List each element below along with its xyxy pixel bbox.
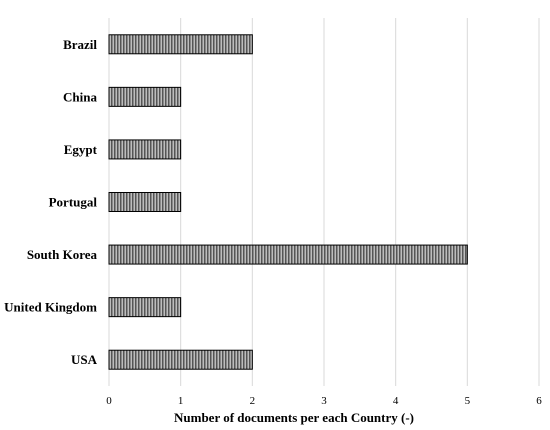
category-labels: Brazil China Egypt Portugal South Korea Unite… [4, 37, 97, 367]
category-label: Portugal [49, 195, 98, 210]
category-label: Egypt [64, 142, 98, 157]
bar-south-korea [108, 244, 468, 265]
bar-united-kingdom [108, 297, 182, 318]
x-tick-label: 3 [321, 395, 327, 407]
bar-china [108, 86, 182, 107]
bar-usa [108, 349, 253, 370]
bar-portugal [108, 192, 182, 212]
x-axis-title: Number of documents per each Country (-) [174, 410, 414, 425]
bars-group [108, 34, 468, 370]
x-tick-labels: 0 1 2 3 4 5 6 [106, 395, 542, 407]
bar-egypt [108, 139, 182, 160]
category-label: United Kingdom [4, 300, 97, 315]
category-label: Brazil [63, 37, 97, 52]
category-label: South Korea [27, 247, 98, 262]
x-tick-label: 1 [178, 395, 184, 407]
x-tick-label: 0 [106, 395, 112, 407]
x-tick-label: 4 [393, 395, 399, 407]
category-label: USA [71, 352, 98, 367]
x-tick-label: 6 [536, 395, 542, 407]
grid-lines [108, 18, 540, 386]
x-tick-label: 2 [250, 395, 256, 407]
bar-brazil [108, 34, 253, 55]
category-label: China [63, 89, 97, 104]
x-tick-label: 5 [465, 395, 471, 407]
